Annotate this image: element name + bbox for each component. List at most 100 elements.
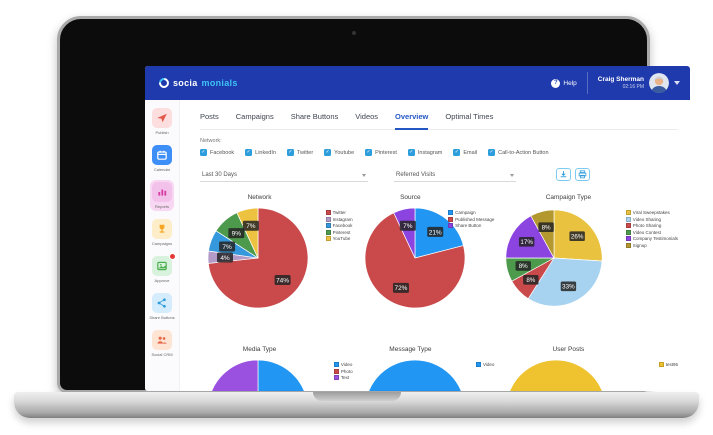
legend-label: Video Sharing xyxy=(632,216,661,222)
network-checkbox-row: Facebook LinkedIn Twitter Youtube Pinter… xyxy=(200,149,678,156)
checkbox-pinterest[interactable]: Pinterest xyxy=(365,149,397,156)
sidebar-item-label: Approve xyxy=(154,278,170,283)
sidebar-item-label: Social CRM xyxy=(151,352,173,357)
app-window: socia monials ? Help Craig Sherman 02:16 … xyxy=(145,66,690,391)
checkbox-instagram[interactable]: Instagram xyxy=(407,149,443,156)
print-button[interactable] xyxy=(575,168,590,181)
checkbox-email[interactable]: Email xyxy=(453,149,477,156)
svg-text:17%: 17% xyxy=(521,239,534,246)
notification-badge xyxy=(169,253,176,260)
legend-item: Signup xyxy=(625,242,678,248)
legend-label: Pinterest xyxy=(332,229,351,235)
legend-label: Share Button xyxy=(455,223,482,228)
legend-item: Campaign xyxy=(448,210,494,215)
legend-item: Video Contest xyxy=(625,229,678,235)
legend-label: Published Message xyxy=(455,216,495,222)
chart-title: Source xyxy=(400,194,421,201)
checkbox-facebook[interactable]: Facebook xyxy=(200,149,234,156)
approve-icon xyxy=(152,253,176,276)
date-range-value: Last 30 Days xyxy=(202,172,238,178)
calendar-icon xyxy=(152,145,172,165)
header-right: ? Help Craig Sherman 02:16 PM xyxy=(551,66,680,100)
legend-swatch xyxy=(333,375,339,380)
legend-swatch xyxy=(625,229,631,235)
legend-swatch xyxy=(448,223,454,228)
checkbox-youtube[interactable]: Youtube xyxy=(324,149,354,156)
download-button[interactable] xyxy=(556,168,571,181)
sidebar-item-approve[interactable]: Approve xyxy=(150,253,176,285)
pie-chart: 100%test95 xyxy=(498,356,678,391)
legend-item: Instagram xyxy=(325,216,353,222)
svg-text:21%: 21% xyxy=(428,229,441,236)
legend-swatch xyxy=(625,223,631,228)
legend-item: Facebook xyxy=(325,223,353,228)
legend-item: Share Button xyxy=(448,223,494,228)
checkbox-label: Youtube xyxy=(334,149,355,156)
help-button[interactable]: ? Help xyxy=(551,78,577,88)
chevron-down-icon xyxy=(362,173,366,177)
checkbox-label: Instagram xyxy=(417,149,443,156)
legend-item: Photo xyxy=(333,368,353,374)
user-name: Craig Sherman xyxy=(597,75,644,83)
users-icon xyxy=(152,330,172,350)
legend-swatch xyxy=(658,362,664,367)
legend-label: YouTube xyxy=(332,236,351,241)
legend-item: Video xyxy=(333,362,353,367)
legend-item: Video Sharing xyxy=(625,216,678,222)
date-range-select[interactable]: Last 30 Days xyxy=(200,169,368,182)
tab-videos[interactable]: Videos xyxy=(355,112,379,121)
legend-swatch xyxy=(325,229,331,235)
checkbox-checked-icon xyxy=(200,149,207,156)
checkbox-label: LinkedIn xyxy=(255,149,276,156)
tab-overview[interactable]: Overview xyxy=(395,112,429,130)
sidebar-item-social-crm[interactable]: Social CRM xyxy=(149,328,174,359)
user-text: Craig Sherman 02:16 PM xyxy=(598,76,644,90)
network-filter-label: Network: xyxy=(200,138,222,144)
svg-text:7%: 7% xyxy=(403,223,413,230)
sidebar-item-publish[interactable]: Publish xyxy=(150,106,174,137)
trophy-icon xyxy=(151,219,172,239)
legend-swatch xyxy=(475,362,481,367)
legend-label: Company Testimonials xyxy=(632,236,678,241)
chart-legend: Video Photo Text xyxy=(333,362,353,380)
pie-chart: 100%Video xyxy=(357,356,495,391)
laptop-base xyxy=(14,392,699,418)
legend-item: YouTube xyxy=(325,236,353,241)
tab-share-buttons[interactable]: Share Buttons xyxy=(290,112,339,121)
chart-legend: Twitter Instagram Facebook Pinterest YouTube xyxy=(325,210,353,241)
tab-optimal-times[interactable]: Optimal Times xyxy=(445,112,494,121)
svg-text:8%: 8% xyxy=(542,224,551,231)
sidebar-item-campaigns[interactable]: Campaigns xyxy=(150,217,174,248)
checkbox-twitter[interactable]: Twitter xyxy=(286,149,313,156)
chart-title: Media Type xyxy=(242,346,277,353)
checkbox-call-to-action[interactable]: Call-to-Action Button xyxy=(488,149,549,156)
tab-posts[interactable]: Posts xyxy=(200,112,219,121)
main-content: Posts Campaigns Share Buttons Videos Ove… xyxy=(180,100,690,391)
checkbox-checked-icon xyxy=(407,149,415,156)
legend-label: Signup xyxy=(632,242,647,248)
tab-campaigns[interactable]: Campaigns xyxy=(235,112,274,121)
legend-label: Viral Sweepstakes xyxy=(632,210,670,215)
chart-icon xyxy=(152,182,172,202)
sidebar-item-reports[interactable]: Reports xyxy=(150,180,174,211)
logo-text-1: socia xyxy=(173,78,198,88)
metric-select[interactable]: Referred Visits xyxy=(394,169,516,182)
sidebar-item-calendar[interactable]: Calendar xyxy=(150,143,174,174)
checkbox-checked-icon xyxy=(324,149,332,156)
legend-label: Twitter xyxy=(332,210,346,215)
sidebar-item-label: Reports xyxy=(154,204,169,209)
checkbox-linkedin[interactable]: LinkedIn xyxy=(245,149,276,156)
legend-label: Video xyxy=(482,362,495,367)
legend-label: Video xyxy=(340,362,353,367)
share-icon xyxy=(151,293,172,313)
checkbox-checked-icon xyxy=(453,149,461,156)
legend-item: Text xyxy=(333,375,353,380)
sidebar-item-label: Campaigns xyxy=(151,241,173,246)
legend-item: test95 xyxy=(658,362,678,367)
user-menu[interactable]: Craig Sherman 02:16 PM xyxy=(598,73,680,93)
svg-text:4%: 4% xyxy=(220,255,230,262)
sidebar-item-share-buttons[interactable]: Share Buttons xyxy=(147,291,176,322)
